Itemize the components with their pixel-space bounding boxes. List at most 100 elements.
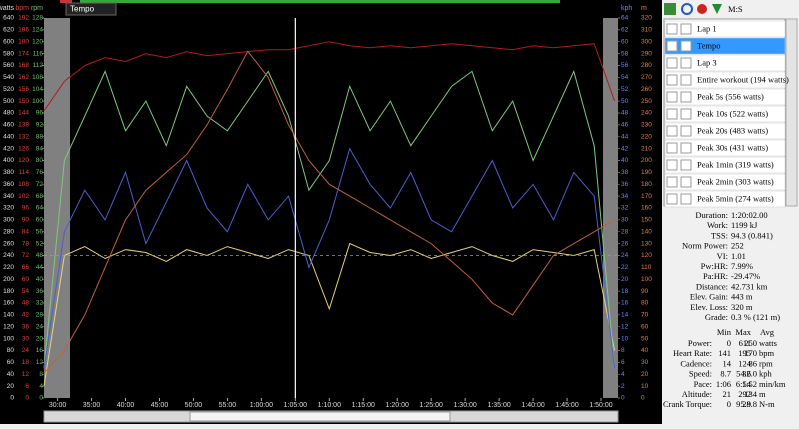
- y-tick-label: 620: [3, 27, 14, 34]
- y-tick-label: 40: [621, 157, 629, 164]
- row-checkbox[interactable]: [680, 125, 692, 137]
- y-tick-label: 126: [18, 145, 29, 152]
- y-tick-label: 40: [641, 347, 649, 354]
- toolbar-icon[interactable]: [697, 4, 707, 14]
- y-tick-label: 60: [7, 359, 15, 366]
- y-tick-label: 44: [621, 133, 629, 140]
- interval-label[interactable]: Peak 10s (522 watts): [697, 108, 768, 118]
- y-tick-label: 20: [621, 276, 629, 283]
- y-tick-label: 80: [7, 347, 15, 354]
- table-header: Avg: [760, 327, 775, 337]
- y-tick-label: 60: [36, 217, 44, 224]
- row-checkbox[interactable]: [680, 74, 692, 86]
- interval-label[interactable]: Lap 1: [697, 23, 717, 33]
- tab[interactable]: [65, 2, 117, 16]
- interval-label[interactable]: Peak 20s (483 watts): [697, 125, 768, 135]
- row-label: Altitude:: [682, 389, 712, 399]
- y-tick-label: 20: [36, 335, 44, 342]
- row-checkbox[interactable]: [666, 23, 678, 35]
- row-checkbox[interactable]: [666, 91, 678, 103]
- y-tick-label: 90: [641, 288, 649, 295]
- interval-label[interactable]: Peak 5min (274 watts): [697, 193, 774, 203]
- y-tick-label: 280: [641, 62, 652, 69]
- row-checkbox[interactable]: [666, 142, 678, 154]
- interval-row[interactable]: [664, 173, 786, 191]
- stat-value: 7.99%: [731, 261, 753, 271]
- y-tick-label: 320: [641, 15, 652, 22]
- row-checkbox[interactable]: [666, 125, 678, 137]
- y-tick-label: 580: [3, 50, 14, 57]
- row-checkbox[interactable]: [680, 91, 692, 103]
- y-tick-label: 20: [7, 383, 15, 390]
- table-cell: 14: [723, 358, 732, 368]
- toolbar-icon[interactable]: [712, 4, 722, 14]
- row-checkbox[interactable]: [666, 57, 678, 69]
- interval-row[interactable]: [664, 122, 786, 140]
- interval-row[interactable]: [664, 139, 786, 157]
- list-scrollbar[interactable]: [785, 18, 798, 207]
- y-tick-label: 150: [641, 217, 652, 224]
- scrollbar-thumb[interactable]: [189, 411, 451, 422]
- row-checkbox[interactable]: [680, 142, 692, 154]
- data-line: [43, 242, 616, 387]
- y-tick-label: 440: [3, 133, 14, 140]
- interval-row[interactable]: [664, 54, 786, 72]
- interval-row[interactable]: [664, 71, 786, 89]
- interval-label[interactable]: Peak 1min (319 watts): [697, 159, 774, 169]
- row-checkbox[interactable]: [666, 159, 678, 171]
- y-tick-label: 210: [641, 145, 652, 152]
- row-checkbox[interactable]: [666, 108, 678, 120]
- y-tick-label: 22: [621, 264, 629, 271]
- toolbar-icon[interactable]: [664, 3, 676, 15]
- interval-row[interactable]: [664, 105, 786, 123]
- interval-row[interactable]: [664, 37, 786, 55]
- interval-label[interactable]: Tempo: [697, 40, 720, 50]
- row-checkbox[interactable]: [666, 176, 678, 188]
- row-checkbox[interactable]: [680, 193, 692, 205]
- interval-label[interactable]: Peak 5s (556 watts): [697, 91, 764, 101]
- row-checkbox[interactable]: [680, 159, 692, 171]
- toolbar-icon[interactable]: [681, 3, 693, 15]
- stat-value: 0.3 % (121 m): [731, 312, 780, 322]
- table-cell: 1:06: [716, 379, 731, 389]
- row-checkbox[interactable]: [666, 193, 678, 205]
- y-tick-label: 60: [641, 323, 649, 330]
- interval-label[interactable]: Entire workout (194 watts): [697, 74, 789, 84]
- y-tick-label: 120: [641, 252, 652, 259]
- interval-row[interactable]: [664, 20, 786, 38]
- row-checkbox[interactable]: [666, 74, 678, 86]
- interval-row[interactable]: [664, 190, 786, 208]
- y-tick-label: 260: [641, 86, 652, 93]
- y-tick-label: 162: [18, 74, 29, 81]
- tab-label[interactable]: Tempo: [70, 5, 95, 14]
- y-tick-label: 168: [18, 62, 29, 69]
- y-tick-label: 90: [22, 217, 30, 224]
- interval-row[interactable]: [664, 88, 786, 106]
- y-tick-label: 2: [621, 383, 625, 390]
- y-tick-label: 62: [621, 27, 629, 34]
- units-toggle[interactable]: M:S: [728, 4, 743, 14]
- y-tick-label: 36: [36, 288, 44, 295]
- interval-row[interactable]: [664, 156, 786, 174]
- y-tick-label: 180: [641, 181, 652, 188]
- y-tick-label: 156: [18, 86, 29, 93]
- x-tick-label: 1:40:00: [521, 402, 544, 409]
- y-tick-label: 540: [3, 74, 14, 81]
- stat-label: Pa:HR:: [703, 271, 728, 281]
- row-checkbox[interactable]: [680, 108, 692, 120]
- row-checkbox[interactable]: [680, 40, 692, 52]
- row-checkbox[interactable]: [680, 57, 692, 69]
- interval-label[interactable]: Lap 3: [697, 57, 717, 67]
- y-tick-label: 140: [641, 228, 652, 235]
- y-tick-label: 128: [32, 15, 43, 22]
- y-tick-label: 28: [36, 312, 44, 319]
- y-tick-label: 24: [621, 252, 629, 259]
- row-checkbox[interactable]: [680, 23, 692, 35]
- y-tick-label: 190: [641, 169, 652, 176]
- row-checkbox[interactable]: [680, 176, 692, 188]
- interval-label[interactable]: Peak 2min (303 watts): [697, 176, 774, 186]
- row-checkbox[interactable]: [666, 40, 678, 52]
- interval-label[interactable]: Peak 30s (431 watts): [697, 142, 768, 152]
- y-tick-label: 0: [39, 395, 43, 402]
- y-tick-label: 160: [3, 300, 14, 307]
